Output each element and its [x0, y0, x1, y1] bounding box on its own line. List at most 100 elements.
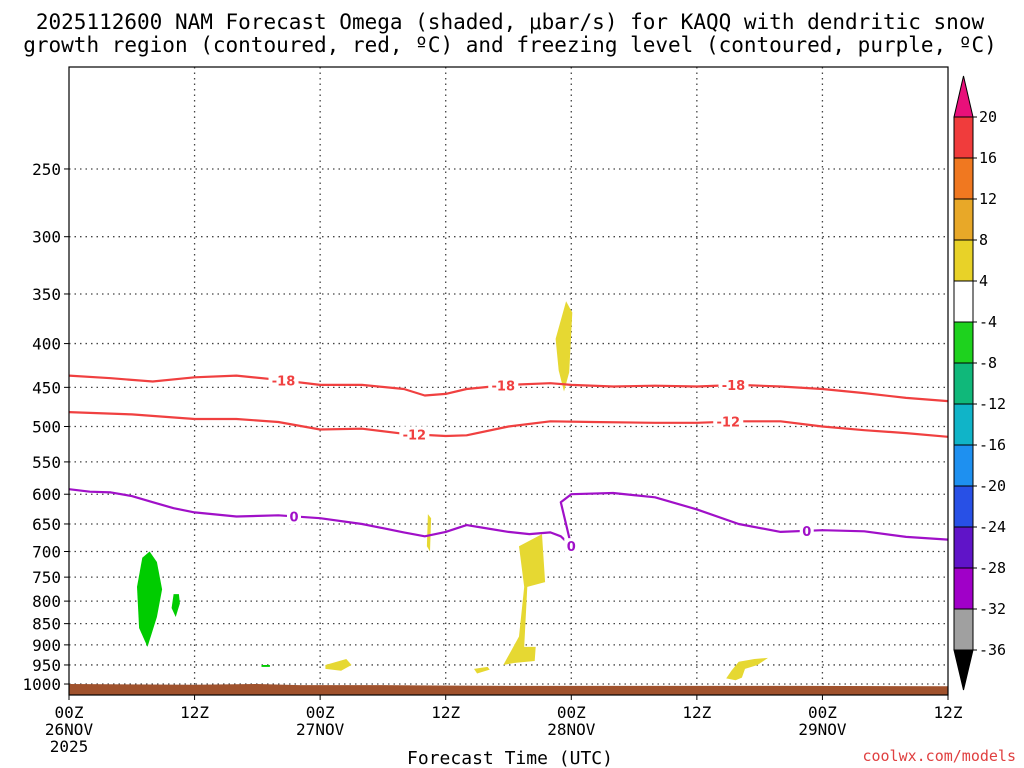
chart-title-line1: 2025112600 NAM Forecast Omega (shaded, μ… — [36, 10, 985, 34]
y-tick-label: 350 — [32, 285, 61, 304]
colorbar-tick-label: -36 — [979, 641, 1006, 659]
y-tick-label: 300 — [32, 228, 61, 247]
contour-label-bg — [488, 377, 519, 394]
y-tick-label: 450 — [32, 378, 61, 397]
x-tick-label: 12Z — [682, 703, 711, 722]
colorbar-bottom-triangle — [953, 649, 974, 691]
terrain-fill — [69, 684, 948, 695]
contour-label: 0 — [567, 540, 576, 555]
colorbar-tick-label: 16 — [979, 149, 997, 167]
colorbar-tick-label: 8 — [979, 231, 988, 249]
plot-frame — [68, 66, 949, 696]
y-tick-label: 500 — [32, 417, 61, 436]
colorbar-tick-label: -24 — [979, 518, 1006, 536]
colorbar-tick-label: -8 — [979, 354, 997, 372]
credit-text: coolwx.com/models — [862, 747, 1016, 765]
x-tick-label: 2025 — [50, 737, 89, 756]
plot-area: -18 -18 -18 -12 -12 0 0 0 — [68, 66, 949, 696]
colorbar-swatch — [953, 280, 974, 323]
y-tick-label: 750 — [32, 568, 61, 587]
omega-region-yellow-small-mid — [474, 666, 490, 674]
y-tick-label: 900 — [32, 636, 61, 655]
colorbar-tick-label: -32 — [979, 600, 1006, 618]
terrain-polygon — [69, 684, 948, 695]
contour-label-bg — [564, 538, 579, 555]
y-axis-pressure-ticks: 250 300 350 400 450 500 550 600 650 700 750 800 850 9… — [22, 160, 69, 694]
omega-region-yellow-lower — [503, 534, 546, 665]
x-tick-label: 12Z — [180, 703, 209, 722]
contour-label: -18 — [722, 379, 746, 394]
contour-label-bg — [799, 522, 814, 539]
x-axis-label: Forecast Time (UTC) — [407, 748, 613, 768]
y-tick-label: 950 — [32, 656, 61, 675]
colorbar-tick-label: 20 — [979, 108, 997, 126]
contour-label-bg — [286, 508, 301, 525]
colorbar: 20 16 12 8 4 -4 -8 -12 -16 -20 -24 -28 -32 -36 — [953, 75, 1006, 691]
colorbar-tick-label: -12 — [979, 395, 1006, 413]
contour-label: -12 — [403, 428, 427, 443]
x-tick-label: 00Z — [808, 703, 837, 722]
omega-region-green-sfc — [261, 665, 270, 667]
omega-region-yellow-upper — [555, 301, 573, 392]
x-tick-label: 28NOV — [547, 720, 596, 739]
colorbar-swatch — [953, 116, 974, 159]
y-tick-label: 700 — [32, 543, 61, 562]
omega-region-green-small — [171, 594, 180, 617]
colorbar-swatch — [953, 157, 974, 200]
colorbar-swatch — [953, 362, 974, 405]
colorbar-swatch — [953, 608, 974, 651]
colorbar-tick-label: 12 — [979, 190, 997, 208]
colorbar-swatch — [953, 526, 974, 569]
contour-label: 0 — [289, 510, 298, 525]
omega-shaded-regions — [137, 301, 768, 681]
contour-label-bg — [399, 426, 430, 443]
contour-label: -18 — [272, 374, 296, 389]
x-tick-label: 12Z — [934, 703, 963, 722]
colorbar-swatch — [953, 321, 974, 364]
colorbar-tick-label: -16 — [979, 436, 1006, 454]
omega-region-green — [137, 551, 163, 647]
colorbar-tick-label: -20 — [979, 477, 1006, 495]
x-tick-label: 29NOV — [798, 720, 847, 739]
contour-label-bg — [268, 372, 299, 389]
y-tick-label: 600 — [32, 485, 61, 504]
colorbar-tick-label: -28 — [979, 559, 1006, 577]
x-tick-label: 00Z — [557, 703, 586, 722]
contour-label: -18 — [492, 379, 516, 394]
colorbar-swatch — [953, 239, 974, 282]
contour-line--12 — [68, 411, 949, 438]
omega-region-yellow-mid-thin — [426, 514, 432, 552]
contour-label-bg — [718, 377, 749, 394]
colorbar-swatch — [953, 198, 974, 241]
y-tick-label: 1000 — [22, 675, 61, 694]
contour-lines: -18 -18 -18 -12 -12 0 0 0 — [68, 372, 949, 555]
y-tick-label: 250 — [32, 160, 61, 179]
x-tick-label: 00Z — [55, 703, 84, 722]
colorbar-tick-label: 4 — [979, 272, 988, 290]
y-tick-label: 400 — [32, 335, 61, 354]
chart-title-line2: growth region (contoured, red, ºC) and f… — [23, 33, 997, 57]
y-tick-label: 650 — [32, 515, 61, 534]
colorbar-top-triangle — [953, 75, 974, 118]
y-tick-label: 550 — [32, 453, 61, 472]
x-tick-label: 00Z — [306, 703, 335, 722]
y-tick-label: 850 — [32, 615, 61, 634]
colorbar-swatch — [953, 485, 974, 528]
contour-label: 0 — [802, 525, 811, 540]
contour-line-0 — [68, 488, 949, 548]
contour-label: -12 — [717, 416, 741, 431]
contour-label-bg — [713, 413, 744, 430]
y-tick-label: 800 — [32, 592, 61, 611]
omega-region-yellow-small-left — [325, 659, 352, 671]
x-tick-label: 12Z — [431, 703, 460, 722]
contour-line--18 — [68, 374, 949, 403]
colorbar-tick-label: -4 — [979, 313, 997, 331]
colorbar-swatch — [953, 403, 974, 446]
colorbar-swatch — [953, 444, 974, 487]
x-tick-label: 27NOV — [296, 720, 345, 739]
x-tick-label: 26NOV — [45, 720, 94, 739]
colorbar-swatch — [953, 567, 974, 610]
omega-region-yellow-right — [726, 657, 768, 681]
